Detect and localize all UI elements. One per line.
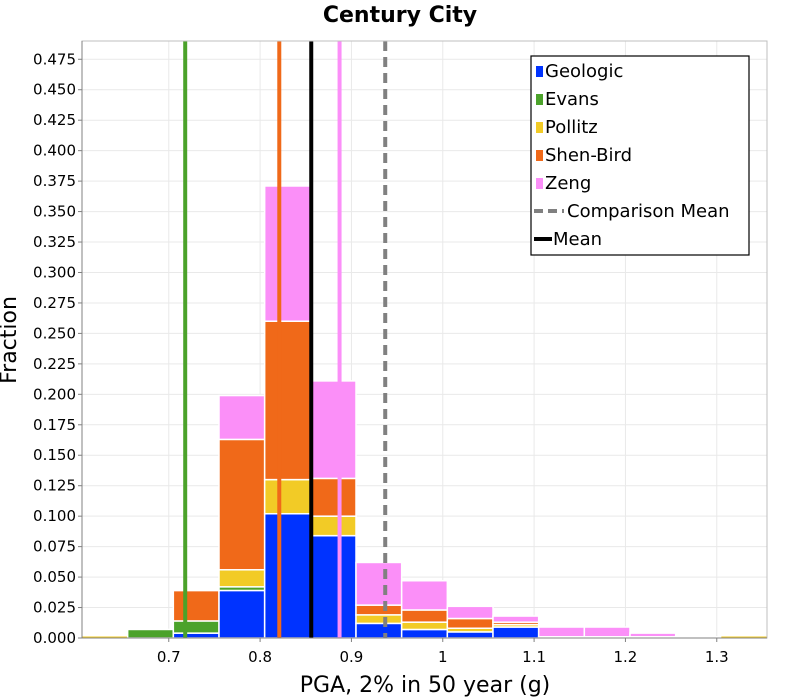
bar-segment-zeng: [583, 626, 631, 638]
y-tick-label: 0.025: [33, 599, 76, 617]
legend-box: [530, 55, 750, 256]
y-tick-label: 0.375: [33, 172, 76, 190]
legend-label: Shen-Bird: [545, 145, 632, 166]
y-axis-label: Fraction: [0, 296, 22, 384]
x-ticks: 0.7 0.8 0.9 1 1.1 1.2 1.3: [157, 638, 729, 666]
bar-segment-evans: [172, 620, 220, 634]
bar-segment-geologic: [218, 589, 266, 639]
y-tick-label: 0.300: [33, 263, 76, 281]
bar-segment-zeng: [309, 380, 357, 480]
y-tick-label: 0.175: [33, 416, 76, 434]
bar-segment-zeng: [263, 185, 312, 322]
legend-label: Comparison Mean: [567, 201, 730, 222]
legend-swatch: [536, 150, 543, 161]
y-tick-label: 0.325: [33, 233, 76, 251]
legend-swatch: [536, 122, 543, 133]
bar-segment-zeng: [172, 588, 220, 592]
bar-segment-shen-bird: [355, 604, 403, 616]
legend-label: Evans: [545, 89, 599, 110]
y-tick-label: 0.450: [33, 81, 76, 99]
legend-swatch: [536, 94, 543, 105]
legend-label: Pollitz: [545, 117, 598, 138]
x-axis-label: PGA, 2% in 50 year (g): [300, 673, 551, 698]
y-ticks: 0.000 0.025 0.050 0.075 0.100 0.125 0.150 0.175…: [33, 50, 82, 647]
bar-segment-geologic: [446, 631, 494, 639]
y-tick-label: 0.125: [33, 477, 76, 495]
bar-segment-zeng: [629, 632, 677, 638]
y-tick-label: 0.350: [33, 203, 76, 221]
bar-segment-pollitz: [309, 515, 357, 537]
bar-segment-geologic: [400, 628, 449, 639]
bar-segment-zeng: [446, 605, 494, 620]
y-tick-label: 0.475: [33, 50, 76, 68]
x-tick-label: 1: [438, 648, 448, 666]
bar-segment-shen-bird: [172, 589, 220, 622]
legend-label: Geologic: [545, 61, 623, 82]
y-tick-label: 0.400: [33, 142, 76, 160]
x-tick-label: 1.3: [705, 648, 729, 666]
bar-segment-geologic: [355, 622, 403, 639]
x-tick-label: 0.7: [157, 648, 181, 666]
vertical-lines: [183, 41, 388, 638]
legend-label: Zeng: [545, 173, 591, 194]
x-tick-label: 1.2: [614, 648, 638, 666]
y-tick-label: 0.075: [33, 538, 76, 556]
legend-swatch: [536, 178, 543, 189]
bar-segment-evans: [126, 628, 175, 639]
x-tick-label: 1.1: [522, 648, 546, 666]
bar-segment-pollitz: [400, 621, 449, 631]
y-tick-label: 0.100: [33, 507, 76, 525]
bar-segment-shen-bird: [263, 320, 312, 481]
chart-title: Century City: [323, 3, 477, 28]
bars: [82, 185, 767, 639]
y-tick-label: 0.000: [33, 629, 76, 647]
bar-segment-shen-bird: [309, 477, 357, 517]
bar-segment-shen-bird: [400, 609, 449, 623]
bar-segment-shen-bird: [446, 617, 494, 630]
bar-segment-geologic: [309, 534, 357, 639]
legend-label: Mean: [553, 229, 602, 250]
bar-segment-geologic: [263, 512, 312, 639]
bar-segment-zeng: [218, 394, 266, 441]
legend: Geologic Evans Pollitz Shen-Bird Zeng Compari…: [530, 55, 750, 256]
bar-segment-zeng: [492, 615, 540, 623]
y-tick-label: 0.225: [33, 355, 76, 373]
y-tick-label: 0.275: [33, 294, 76, 312]
x-tick-label: 0.9: [340, 648, 364, 666]
y-tick-label: 0.200: [33, 385, 76, 403]
bar-segment-zeng: [355, 561, 403, 606]
y-tick-label: 0.150: [33, 446, 76, 464]
bar-segment-pollitz: [218, 569, 266, 588]
bar-segment-zeng: [400, 579, 449, 611]
bar-segment-shen-bird: [218, 438, 266, 571]
legend-swatch: [536, 66, 543, 77]
y-tick-label: 0.425: [33, 111, 76, 129]
x-tick-label: 0.8: [248, 648, 272, 666]
y-tick-label: 0.050: [33, 568, 76, 586]
bar-segment-geologic: [492, 626, 540, 639]
bar-segment-pollitz: [355, 614, 403, 625]
y-tick-label: 0.250: [33, 324, 76, 342]
bar-segment-pollitz: [263, 478, 312, 515]
bar-segment-zeng: [537, 626, 586, 638]
